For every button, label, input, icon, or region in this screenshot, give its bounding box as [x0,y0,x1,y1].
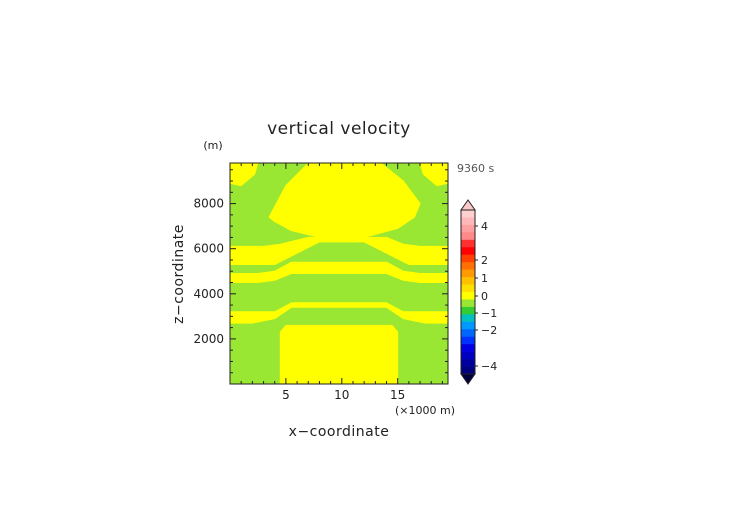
colorbar-under-triangle [460,373,476,385]
y-tick-label: 4000 [193,287,224,301]
colorbar-swatch [461,299,475,308]
colorbar-swatch [461,232,475,241]
colorbar-tick-label: 0 [481,290,488,303]
colorbar-swatch [461,314,475,323]
y-unit-label: (m) [203,139,222,152]
contour-region-1 [230,302,448,324]
colorbar-swatch [461,329,475,338]
colorbar-swatch [461,224,475,233]
colorbar-swatch [461,217,475,226]
axes: 5 10 15 2000 4000 6000 8000 [193,162,449,402]
colorbar-swatch [461,269,475,278]
colorbar-over-triangle [460,199,476,211]
contour-region-6 [419,163,448,187]
x-axis-label: x−coordinate [289,424,390,440]
colorbar-swatch [461,277,475,285]
contour-region-5 [230,163,259,187]
colorbar-swatch [461,247,475,256]
plot-frame [229,162,449,385]
y-tick-label: 6000 [193,242,224,256]
chart-title: vertical velocity [267,119,411,139]
contour-regions [230,163,448,384]
colorbar-swatch [461,306,475,315]
colorbar-swatch [461,254,475,263]
x-tick-label: 5 [282,388,290,402]
colorbar-swatch [461,366,475,375]
colorbar-tick-label: 4 [481,220,488,233]
colorbar-swatch [461,239,475,248]
colorbar: 4 2 1 0 −1 −2 −4 [460,199,497,385]
colorbar-tick-label: −4 [481,360,497,373]
colorbar-swatch [461,321,475,330]
colorbar-swatch [461,284,475,293]
x-tick-label: 15 [390,388,405,402]
contour-region-4 [268,163,421,241]
y-axis-label: z−coordinate [171,224,187,324]
time-label: 9360 s [457,162,494,175]
colorbar-swatch [461,351,475,360]
colorbar-tick-label: 1 [481,272,488,285]
contour-region-3 [230,236,448,265]
contour-region-0 [279,324,399,384]
colorbar-tick-label: −1 [481,307,497,320]
x-unit-label: (×1000 m) [395,404,455,417]
contour-region-2 [230,261,448,283]
colorbar-swatch [461,210,475,218]
colorbar-swatch [461,336,475,345]
colorbar-tick-label: −2 [481,324,497,337]
colorbar-swatch [461,359,475,367]
colorbar-swatch [461,292,475,300]
y-tick-label: 8000 [193,197,224,211]
colorbar-swatch [461,262,475,270]
x-tick-label: 10 [334,388,349,402]
y-tick-label: 2000 [193,332,224,346]
colorbar-tick-label: 2 [481,254,488,267]
colorbar-swatch [461,344,475,352]
colorbar-frame [460,209,476,375]
plot-area [230,163,448,384]
